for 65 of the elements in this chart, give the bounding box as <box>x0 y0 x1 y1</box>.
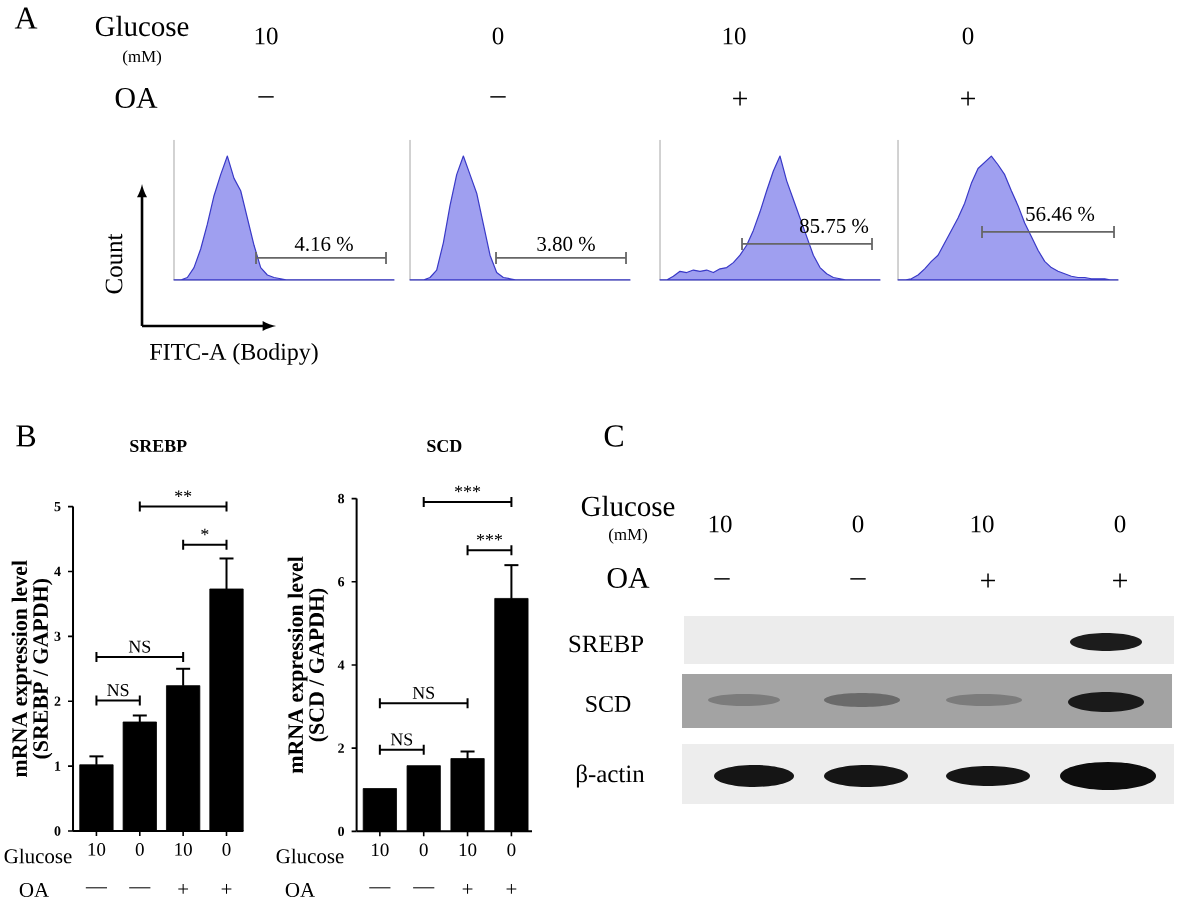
annotation: * <box>201 528 209 536</box>
annotation: NS <box>412 686 435 699</box>
text: C <box>604 425 623 447</box>
chart-title: SREBP <box>130 439 187 453</box>
x-tick-label: 0 <box>135 843 144 856</box>
annotation: 3.80 % <box>537 236 595 252</box>
chart-title: SCD <box>427 439 462 453</box>
annotation: 56.46 % <box>1026 206 1095 222</box>
text: Glucose <box>95 15 189 37</box>
annotation: 4.16 % <box>294 236 353 252</box>
annotation: NS <box>128 640 151 653</box>
text: — <box>413 887 435 889</box>
text: 10 <box>709 515 732 533</box>
x-tick-label: 0 <box>507 843 516 857</box>
text: – <box>258 96 274 98</box>
text: + <box>178 884 189 894</box>
text: (mM) <box>609 528 648 544</box>
text: Glucose <box>4 848 72 864</box>
x-tick-label: 10 <box>175 843 192 856</box>
text: Glucose <box>276 848 344 864</box>
text: + <box>961 91 975 106</box>
y-axis-title: mRNA expression level (SREBP / GAPDH) <box>11 560 53 777</box>
text: – <box>850 578 866 580</box>
text: (mM) <box>123 50 162 66</box>
y-axis-title: mRNA expression level (SCD / GAPDH) <box>287 556 329 774</box>
text: + <box>1113 573 1127 588</box>
text: 0 <box>852 515 864 533</box>
text: 0 <box>492 27 504 45</box>
text: + <box>733 91 747 106</box>
text: *** <box>454 485 481 493</box>
text: OA <box>285 882 315 898</box>
text: Glucose <box>581 495 675 517</box>
annotation: NS <box>390 733 413 746</box>
text: – <box>714 578 730 580</box>
annotation: *** <box>476 534 503 541</box>
text: + <box>506 884 517 894</box>
text: — <box>369 887 391 889</box>
text: B <box>16 425 36 447</box>
text: OA <box>607 567 650 588</box>
y-axis-title: Count <box>105 233 123 294</box>
text: + <box>981 573 995 588</box>
text: SREBP <box>569 635 644 653</box>
text: 10 <box>723 27 746 45</box>
x-tick-label: 10 <box>88 843 106 856</box>
text: β-actin <box>576 764 645 788</box>
text: SCD <box>586 695 631 712</box>
text: — <box>85 887 108 889</box>
x-tick-label: 10 <box>459 843 477 857</box>
x-tick-label: 0 <box>419 843 428 857</box>
annotation: NS <box>107 684 129 697</box>
text: — <box>129 887 151 889</box>
text: + <box>462 884 473 894</box>
x-tick-label: 10 <box>372 843 389 857</box>
text: A <box>14 7 38 29</box>
text: OA <box>19 882 49 898</box>
text: 10 <box>971 515 994 533</box>
text: 0 <box>1114 515 1126 533</box>
x-tick-label: 0 <box>222 843 231 856</box>
text: – <box>490 96 506 98</box>
text: OA <box>115 87 158 108</box>
text: ** <box>175 490 192 498</box>
x-axis-title: FITC-A (Bodipy) <box>150 343 318 365</box>
text: 10 <box>255 27 278 45</box>
text: 0 <box>962 27 974 45</box>
text: + <box>221 884 232 894</box>
